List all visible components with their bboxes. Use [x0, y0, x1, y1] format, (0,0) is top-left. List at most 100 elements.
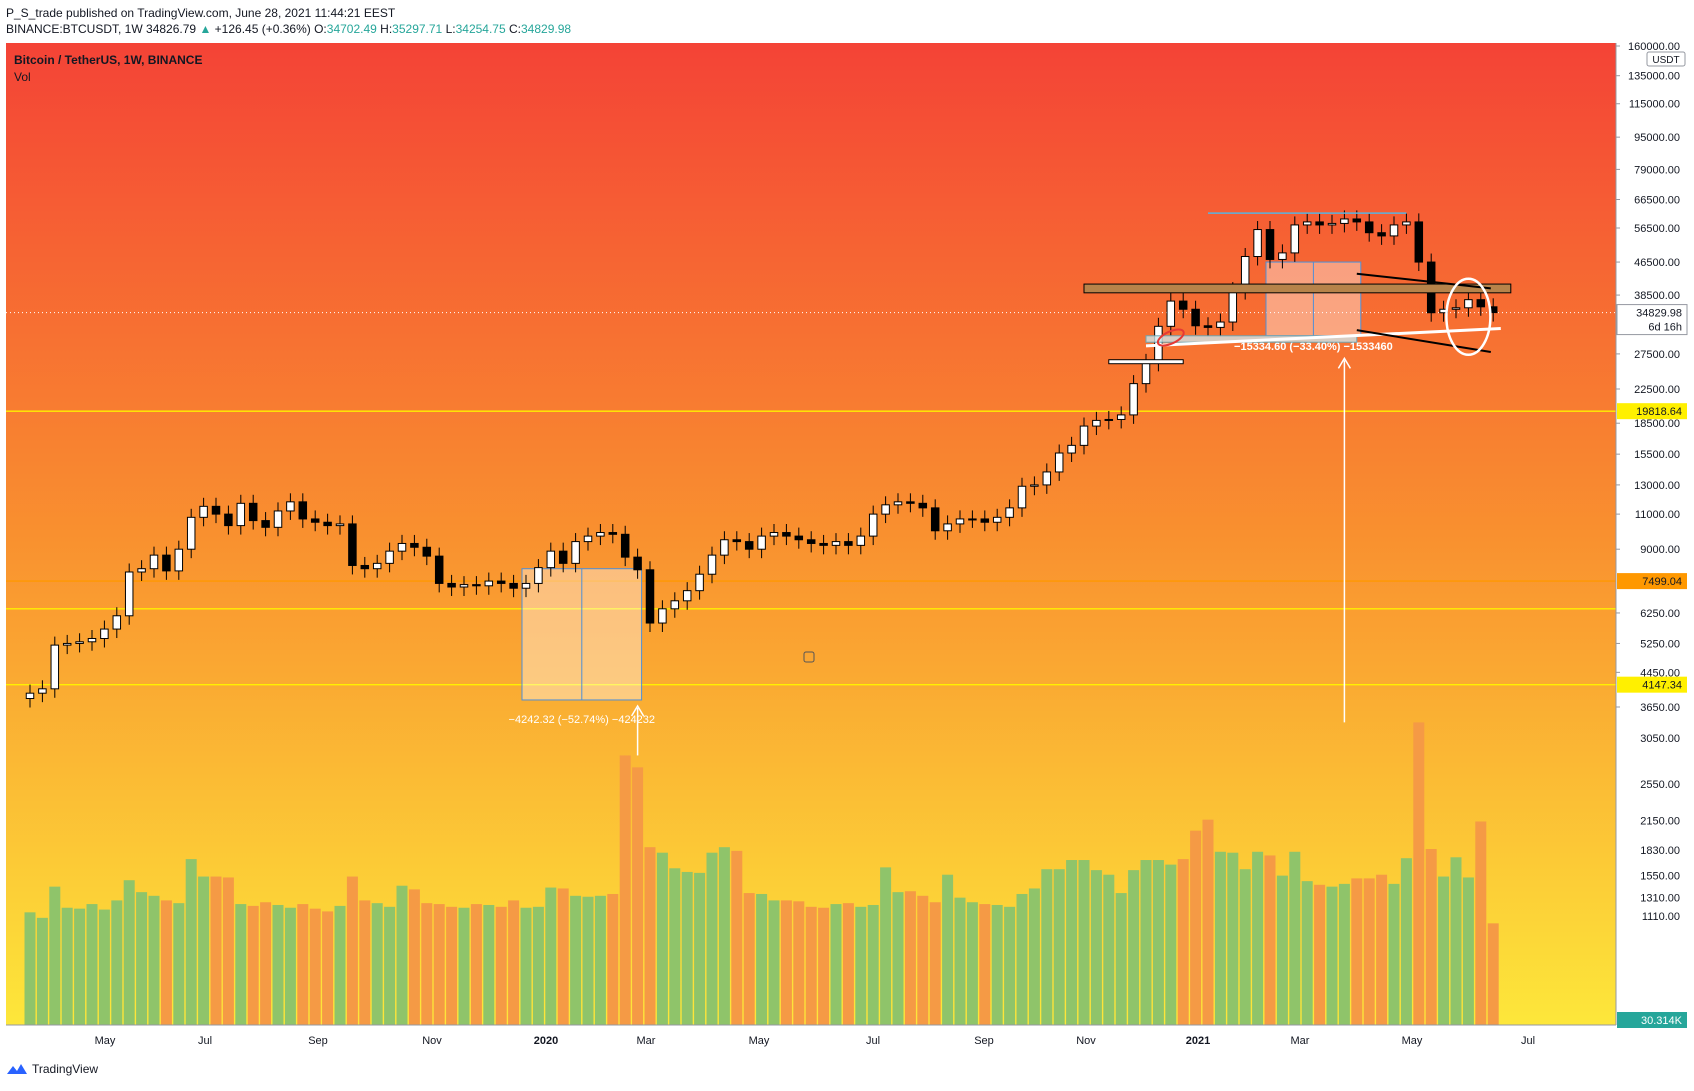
candle[interactable]: [1315, 221, 1324, 226]
volume-bar[interactable]: [979, 904, 991, 1025]
candle[interactable]: [348, 523, 357, 566]
volume-bar[interactable]: [421, 903, 433, 1025]
volume-bar[interactable]: [1438, 876, 1450, 1025]
candle[interactable]: [521, 582, 531, 589]
candle[interactable]: [695, 573, 704, 592]
candle[interactable]: [372, 562, 382, 570]
volume-bar[interactable]: [1363, 878, 1375, 1025]
volume-bar[interactable]: [557, 888, 569, 1025]
candle[interactable]: [707, 554, 717, 575]
candle[interactable]: [422, 546, 432, 557]
volume-bar[interactable]: [74, 908, 86, 1025]
volume-bar[interactable]: [842, 903, 854, 1025]
volume-bar[interactable]: [1462, 877, 1474, 1025]
volume-bar[interactable]: [1115, 893, 1127, 1025]
candle[interactable]: [980, 518, 990, 523]
candle[interactable]: [174, 548, 184, 572]
candle[interactable]: [1364, 221, 1374, 234]
volume-bar[interactable]: [408, 889, 420, 1025]
candle[interactable]: [1017, 485, 1027, 509]
candle[interactable]: [1067, 444, 1076, 454]
volume-bar[interactable]: [867, 904, 879, 1025]
volume-bar[interactable]: [1239, 869, 1251, 1025]
candle[interactable]: [248, 502, 258, 522]
candle[interactable]: [137, 568, 146, 573]
candle[interactable]: [236, 502, 246, 527]
volume-bar[interactable]: [98, 909, 110, 1025]
candle[interactable]: [496, 580, 506, 584]
candle[interactable]: [1079, 425, 1089, 446]
support-zone[interactable]: [1145, 335, 1358, 343]
candle[interactable]: [62, 642, 72, 646]
volume-bar[interactable]: [582, 896, 594, 1025]
candle[interactable]: [1129, 383, 1138, 416]
volume-bar[interactable]: [1487, 923, 1499, 1025]
candle[interactable]: [930, 507, 940, 532]
candle[interactable]: [1116, 414, 1126, 420]
volume-bar[interactable]: [1252, 851, 1264, 1025]
volume-bar[interactable]: [570, 895, 582, 1025]
volume-bar[interactable]: [309, 908, 321, 1025]
volume-bar[interactable]: [247, 905, 259, 1025]
volume-bar[interactable]: [396, 885, 408, 1025]
candle[interactable]: [732, 539, 742, 543]
volume-bar[interactable]: [334, 905, 346, 1025]
volume-bar[interactable]: [61, 907, 73, 1025]
candle[interactable]: [633, 556, 642, 571]
volume-bar[interactable]: [24, 912, 36, 1025]
volume-bar[interactable]: [1128, 870, 1140, 1025]
volume-bar[interactable]: [942, 874, 954, 1025]
candle[interactable]: [1464, 299, 1473, 309]
upper-wedge-line[interactable]: [1356, 272, 1491, 290]
volume-bar[interactable]: [297, 904, 309, 1025]
volume-bar[interactable]: [346, 876, 358, 1025]
candle[interactable]: [87, 638, 97, 643]
volume-bar[interactable]: [1351, 878, 1363, 1025]
candle[interactable]: [261, 520, 270, 528]
candle[interactable]: [608, 532, 618, 535]
candle[interactable]: [211, 505, 221, 515]
candle[interactable]: [447, 582, 456, 588]
candle[interactable]: [186, 516, 196, 550]
candle[interactable]: [298, 501, 308, 520]
volume-bar[interactable]: [284, 907, 296, 1025]
volume-bar[interactable]: [458, 907, 470, 1025]
volume-bar[interactable]: [1066, 860, 1078, 1025]
red-highlight-ellipse[interactable]: [1156, 326, 1186, 349]
candle[interactable]: [397, 542, 407, 552]
candle[interactable]: [1265, 229, 1275, 260]
volume-bar[interactable]: [446, 906, 458, 1025]
volume-bar[interactable]: [904, 891, 916, 1025]
volume-bar[interactable]: [371, 903, 383, 1025]
volume-bar[interactable]: [160, 900, 172, 1025]
volume-bar[interactable]: [260, 902, 272, 1025]
volume-bar[interactable]: [892, 892, 904, 1025]
volume-bar[interactable]: [1314, 884, 1326, 1025]
volume-bar[interactable]: [954, 897, 966, 1025]
candle[interactable]: [25, 692, 35, 700]
volume-bar[interactable]: [768, 900, 780, 1025]
volume-bar[interactable]: [545, 887, 557, 1025]
candle[interactable]: [1141, 361, 1151, 385]
time-axis[interactable]: [6, 1025, 1616, 1055]
candle[interactable]: [1178, 300, 1188, 310]
volume-bar[interactable]: [1413, 722, 1425, 1025]
volume-bar[interactable]: [880, 867, 892, 1025]
candle[interactable]: [385, 550, 394, 564]
volume-bar[interactable]: [731, 850, 743, 1025]
candle[interactable]: [744, 541, 754, 550]
volume-bar[interactable]: [470, 904, 482, 1025]
price-axis[interactable]: [1616, 43, 1694, 1025]
candle[interactable]: [112, 615, 122, 630]
candle[interactable]: [149, 554, 159, 570]
candle[interactable]: [1216, 321, 1225, 328]
volume-bar[interactable]: [1276, 875, 1288, 1025]
candle[interactable]: [955, 518, 965, 525]
candle[interactable]: [844, 541, 853, 546]
volume-bar[interactable]: [1078, 860, 1090, 1025]
candle[interactable]: [1402, 221, 1411, 226]
volume-bar[interactable]: [1152, 860, 1164, 1025]
volume-bar[interactable]: [86, 904, 98, 1025]
candle[interactable]: [1290, 224, 1300, 254]
candle[interactable]: [310, 518, 320, 523]
